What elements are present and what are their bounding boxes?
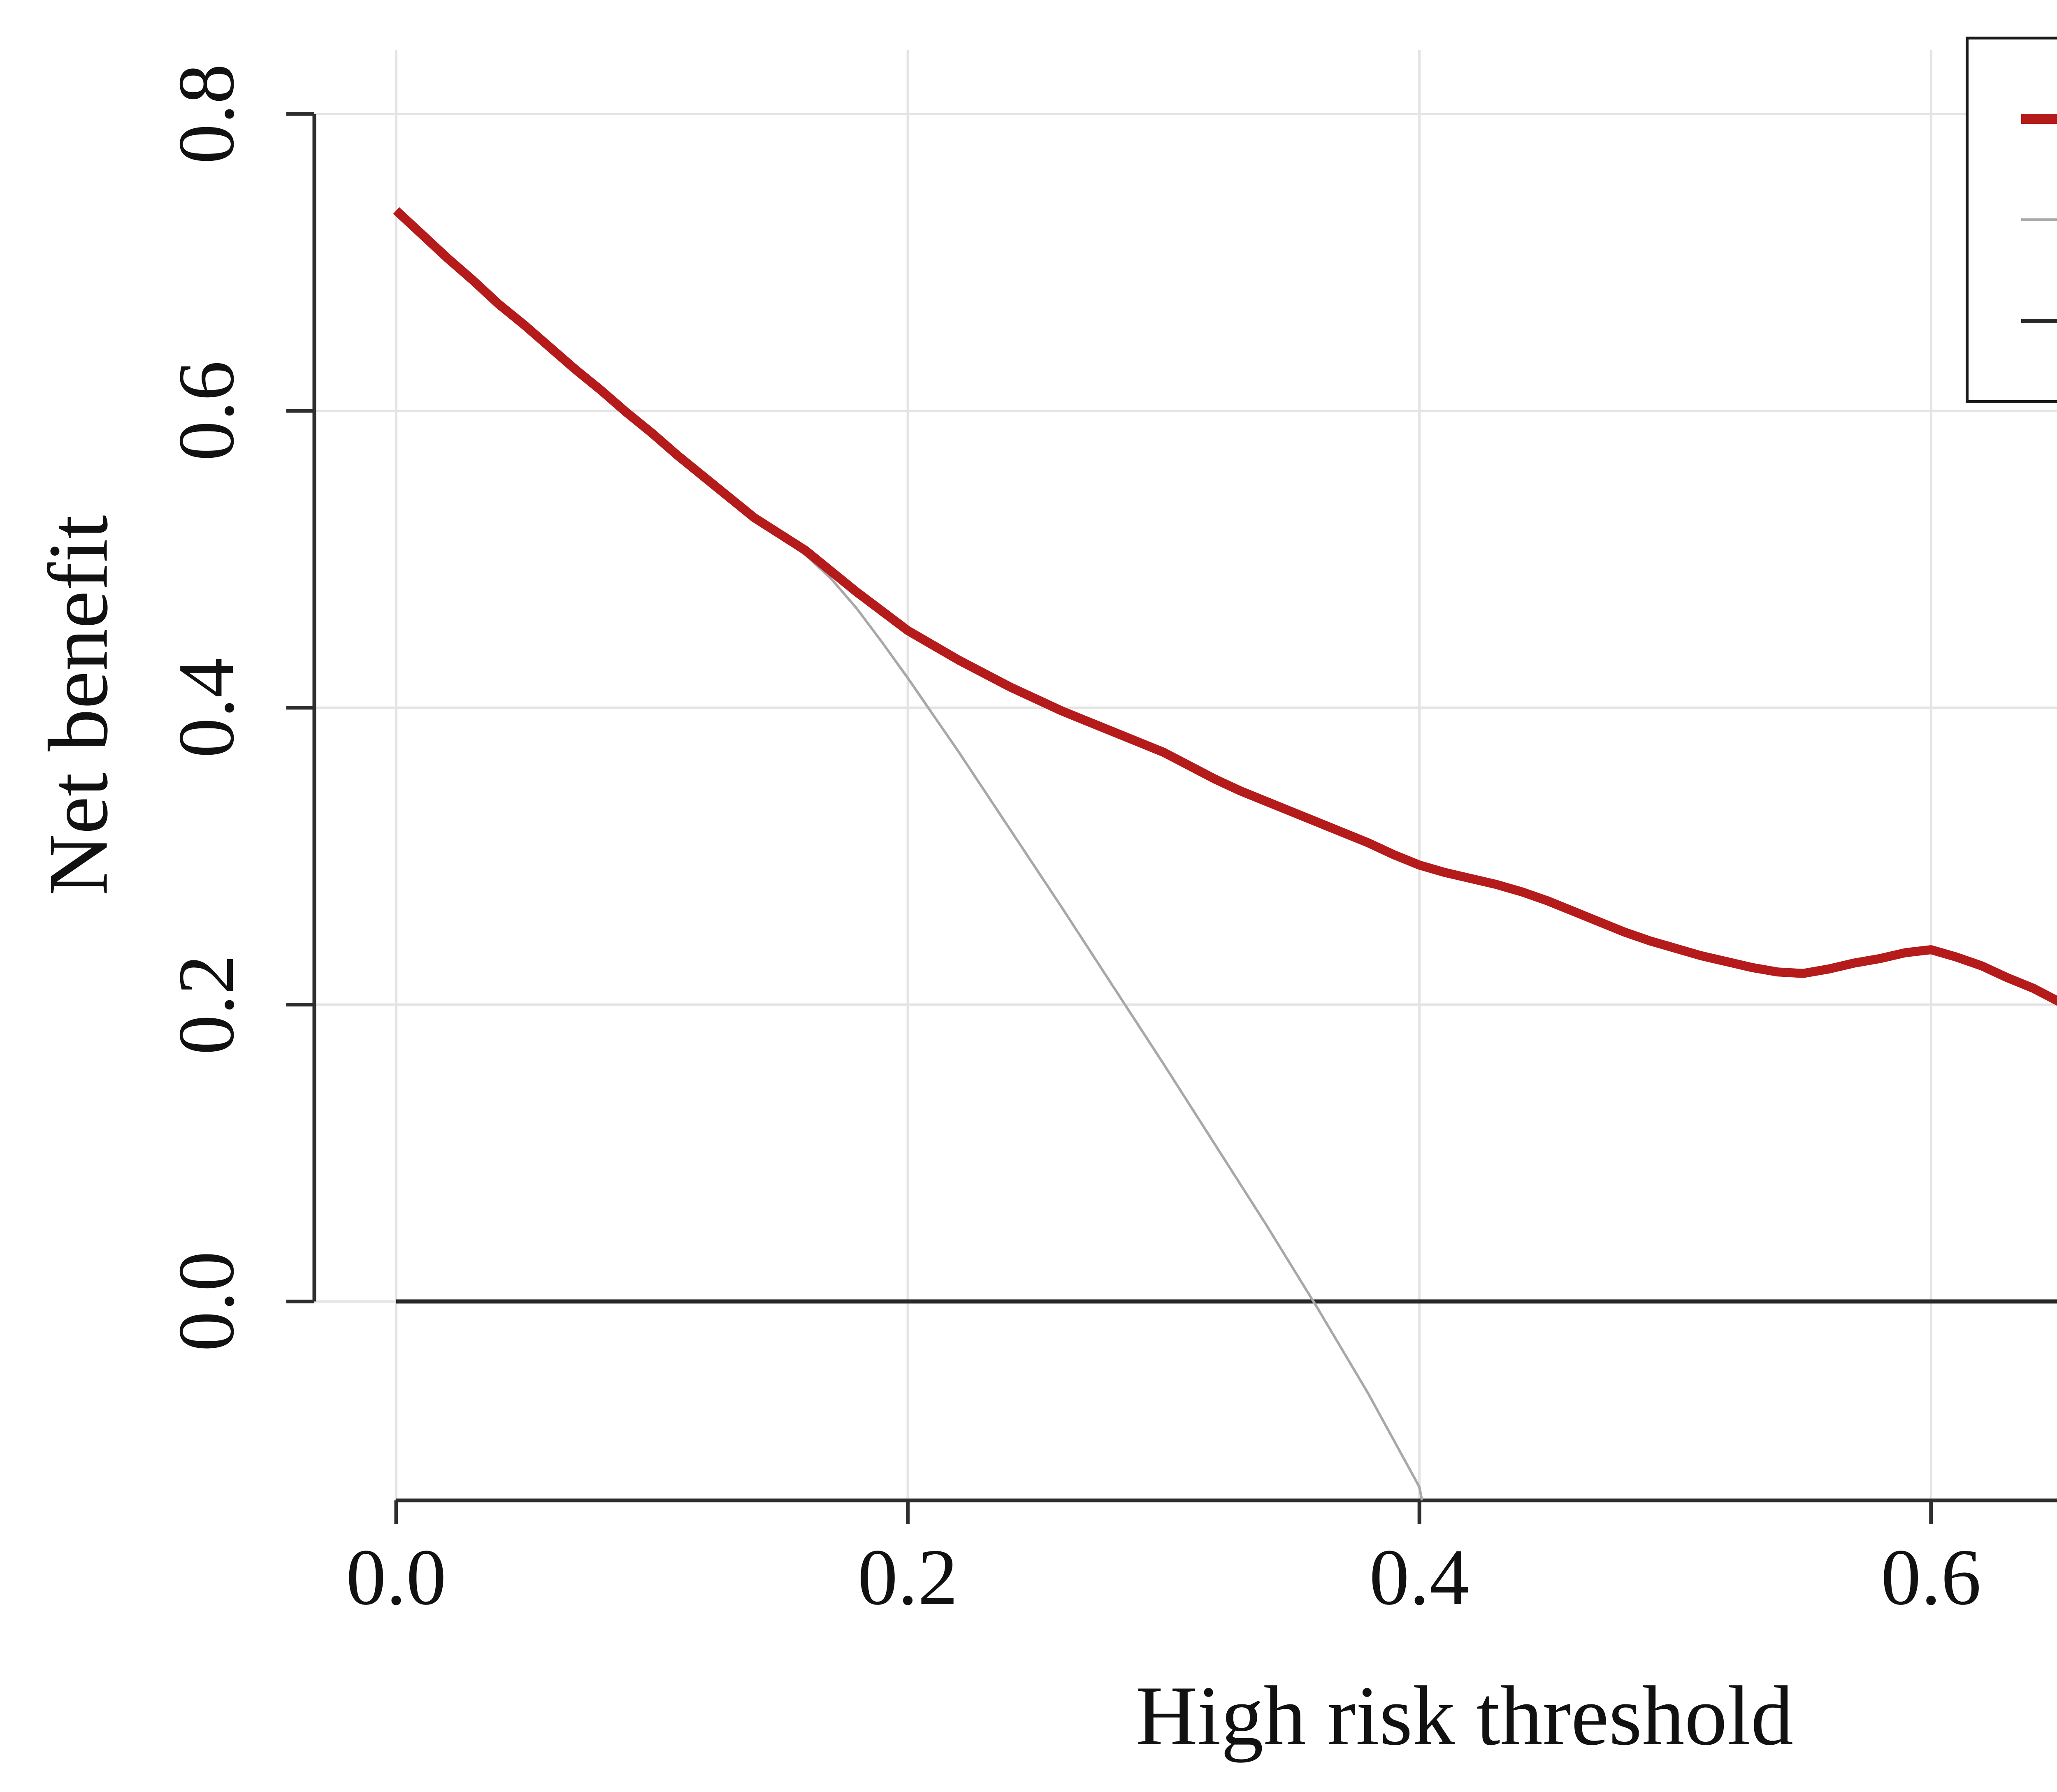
y-tick-label: 0.4	[162, 657, 251, 758]
legend-item-all: All	[1969, 169, 2057, 271]
series-line-nomo	[393, 207, 2057, 1006]
axes	[286, 112, 2057, 1524]
y-tick-label: 0.2	[162, 954, 251, 1055]
y-tick-label: 0.8	[162, 64, 251, 165]
x-axis-title: High risk threshold	[1135, 1669, 1794, 1763]
y-axis-title: Net benefit	[31, 515, 125, 896]
legend-line-swatch-none	[2021, 319, 2057, 323]
gridlines	[314, 50, 2057, 1500]
y-tick-label: 0.0	[162, 1251, 251, 1352]
legend-item-nomo: Nomo	[1969, 68, 2057, 169]
legend-line-swatch-all	[2021, 218, 2057, 221]
legend-line-swatch-nomo	[2021, 114, 2057, 124]
legend-item-none: None	[1969, 271, 2057, 372]
x-tick-label: 0.4	[1369, 1533, 1470, 1622]
x-tick-label: 0.0	[346, 1533, 446, 1622]
series-line-all	[395, 209, 1423, 1501]
y-tick-label: 0.6	[162, 361, 251, 461]
legend: NomoAllNone	[1966, 37, 2057, 403]
x-tick-label: 0.2	[857, 1533, 958, 1622]
x-tick-label: 0.6	[1881, 1533, 1981, 1622]
